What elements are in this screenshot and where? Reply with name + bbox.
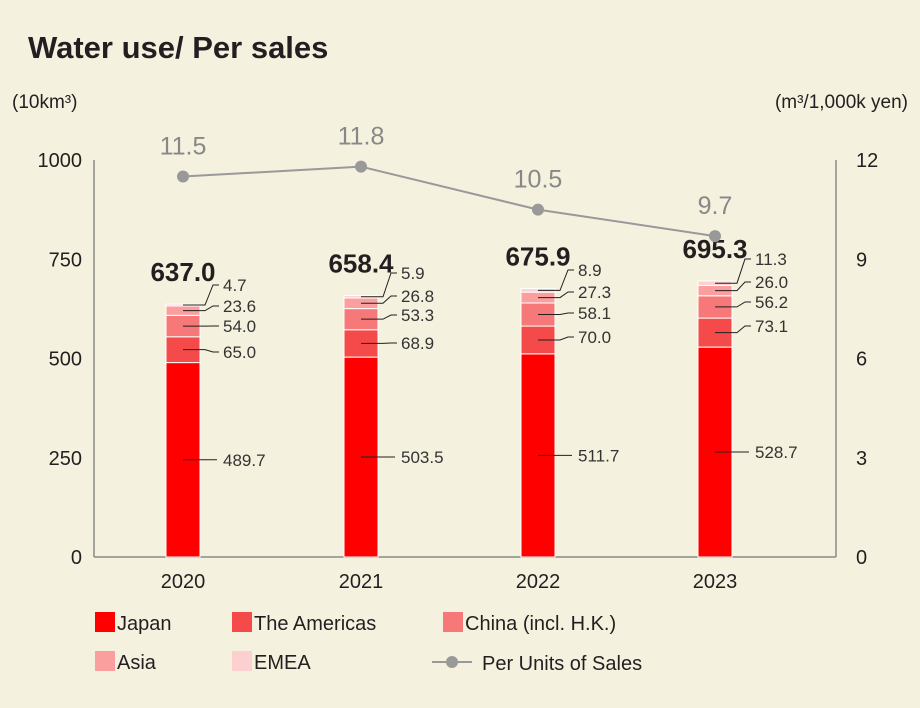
segment-label: 65.0	[223, 343, 256, 362]
segment-label: 5.9	[401, 264, 425, 283]
segment-label: 56.2	[755, 293, 788, 312]
legend: Japan The Americas China (incl. H.K.) Asia E…	[95, 612, 642, 675]
left-axis-tick: 1000	[38, 150, 83, 172]
segment-label: 53.3	[401, 306, 434, 325]
legend-swatch-emea	[232, 651, 252, 671]
left-axis-tick: 250	[49, 448, 82, 470]
legend-label: EMEA	[254, 652, 311, 674]
legend-label: Per Units of Sales	[482, 653, 642, 675]
segment-leader	[715, 258, 751, 284]
segment-label: 70.0	[578, 328, 611, 347]
per-sales-point	[355, 160, 367, 173]
segment-label: 54.0	[223, 317, 256, 336]
segment-label: 26.0	[755, 273, 788, 292]
x-tick-label: 2020	[161, 571, 206, 593]
segment-label: 26.8	[401, 287, 434, 306]
segment-label: 58.1	[578, 304, 611, 323]
segment-leader	[361, 295, 397, 304]
legend-swatch-japan	[95, 612, 115, 632]
right-axis-tick: 6	[856, 349, 867, 371]
chart-marks: 0 250 500 750 1000 0 3 6 9 12 489.7 65.0 54.023.6 4.7…	[38, 123, 879, 593]
left-axis-tick: 0	[71, 547, 82, 569]
right-axis-tick: 3	[856, 448, 867, 470]
right-axis-unit: (m³/1,000k yen)	[775, 92, 908, 113]
segment-label: 73.1	[755, 317, 788, 336]
segment-label: 511.7	[578, 446, 619, 465]
segment-label: 4.7	[223, 276, 247, 295]
left-axis-tick: 750	[49, 249, 82, 271]
segment-leader	[183, 305, 219, 312]
bar-total-label: 658.4	[328, 249, 394, 279]
left-axis-unit: (10km³)	[12, 92, 77, 113]
per-sales-value-label: 10.5	[514, 166, 563, 194]
segment-leader	[361, 272, 397, 298]
per-sales-point	[177, 170, 189, 183]
per-sales-point	[532, 203, 544, 216]
bar-total-label: 637.0	[150, 257, 215, 287]
legend-label: The Americas	[254, 613, 376, 635]
segment-leader	[183, 349, 219, 353]
legend-swatch-the-americas	[232, 612, 252, 632]
segment-leader	[538, 336, 574, 341]
per-sales-value-label: 11.8	[338, 123, 385, 151]
right-axis-tick: 0	[856, 547, 867, 569]
per-sales-value-label: 9.7	[698, 192, 733, 220]
segment-leader	[715, 301, 751, 308]
segment-leader	[183, 284, 219, 306]
legend-line-marker	[446, 656, 458, 668]
segment-leader	[361, 314, 397, 320]
segment-leader	[538, 291, 574, 299]
bar-total-label: 675.9	[505, 242, 570, 272]
legend-label: China (incl. H.K.)	[465, 613, 616, 635]
legend-swatch-asia	[95, 651, 115, 671]
segment-leader	[715, 325, 751, 334]
segment-label: 8.9	[578, 261, 602, 280]
per-sales-value-label: 11.5	[160, 133, 207, 161]
x-tick-label: 2023	[693, 571, 738, 593]
segment-label: 23.6	[223, 297, 256, 316]
left-axis-tick: 500	[49, 349, 82, 371]
right-axis-tick: 9	[856, 249, 867, 271]
segment-leader	[538, 312, 574, 316]
segment-label: 489.7	[223, 451, 266, 470]
segment-leader	[715, 281, 751, 292]
legend-label: Japan	[117, 613, 172, 635]
legend-swatch-china-incl-h-k-	[443, 612, 463, 632]
segment-label: 68.9	[401, 334, 434, 353]
x-tick-label: 2022	[516, 571, 561, 593]
legend-label: Asia	[117, 652, 157, 674]
chart-title: Water use/ Per sales	[28, 30, 328, 65]
segment-label: 503.5	[401, 448, 444, 467]
per-sales-point	[709, 230, 721, 243]
segment-label: 27.3	[578, 283, 611, 302]
x-tick-label: 2021	[339, 571, 384, 593]
segment-leader	[538, 269, 574, 291]
segment-label: 528.7	[755, 443, 798, 462]
segment-label: 11.3	[755, 250, 787, 269]
per-sales-line	[182, 165, 716, 238]
right-axis-tick: 12	[856, 150, 878, 172]
